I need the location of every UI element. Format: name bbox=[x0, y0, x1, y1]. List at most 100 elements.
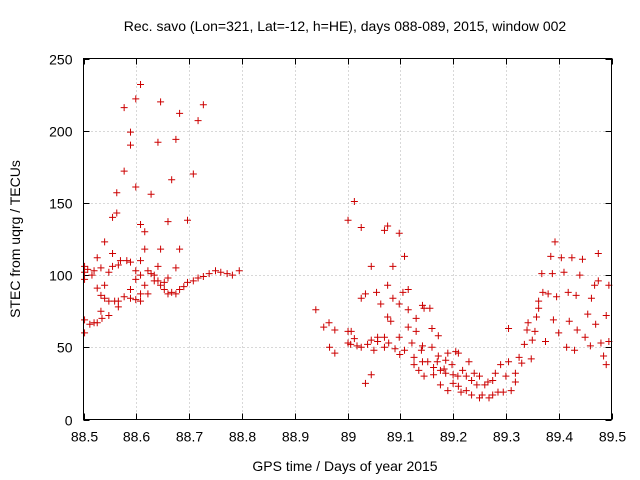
data-point bbox=[367, 371, 375, 379]
data-point bbox=[370, 346, 378, 354]
data-point bbox=[485, 394, 493, 402]
data-point bbox=[357, 343, 365, 351]
data-point bbox=[194, 274, 202, 282]
data-point bbox=[132, 183, 140, 191]
data-point bbox=[126, 258, 134, 266]
data-point bbox=[505, 325, 513, 333]
data-point bbox=[81, 329, 89, 337]
data-point bbox=[101, 294, 109, 302]
data-point bbox=[436, 366, 444, 374]
data-point bbox=[176, 286, 184, 294]
data-point bbox=[476, 372, 483, 380]
data-point bbox=[489, 377, 497, 385]
data-point bbox=[384, 313, 392, 321]
data-point bbox=[144, 290, 152, 298]
data-point bbox=[557, 254, 565, 262]
data-point bbox=[199, 101, 207, 109]
data-point bbox=[454, 382, 462, 390]
data-point bbox=[380, 343, 388, 351]
data-point bbox=[549, 316, 557, 324]
data-point bbox=[442, 369, 450, 377]
x-tick-label: 88.7 bbox=[176, 429, 203, 445]
data-point bbox=[444, 349, 452, 357]
data-point bbox=[555, 329, 563, 337]
data-point bbox=[164, 218, 172, 226]
data-point bbox=[105, 312, 113, 320]
data-point bbox=[137, 271, 145, 279]
data-point bbox=[154, 138, 162, 146]
data-point bbox=[587, 294, 595, 302]
data-point bbox=[312, 306, 320, 314]
data-point bbox=[320, 323, 328, 331]
data-point bbox=[528, 336, 536, 344]
data-point bbox=[404, 323, 412, 331]
data-point bbox=[84, 265, 92, 273]
data-point bbox=[568, 254, 576, 262]
data-point bbox=[572, 291, 580, 299]
x-tick-label: 89.2 bbox=[440, 429, 467, 445]
x-tick-label: 88.8 bbox=[229, 429, 256, 445]
data-point bbox=[520, 340, 528, 348]
data-point bbox=[168, 176, 176, 184]
data-point bbox=[160, 286, 168, 294]
data-point bbox=[457, 388, 465, 396]
data-point bbox=[412, 314, 420, 322]
data-point bbox=[548, 270, 556, 278]
data-point bbox=[93, 319, 101, 327]
data-point bbox=[154, 262, 162, 270]
data-point bbox=[350, 335, 358, 343]
data-point bbox=[484, 378, 492, 386]
data-point bbox=[539, 288, 547, 296]
data-point bbox=[535, 304, 543, 312]
data-point bbox=[184, 216, 192, 224]
chart-title: Rec. savo (Lon=321, Lat=-12, h=HE), days… bbox=[124, 18, 567, 34]
data-point bbox=[544, 290, 552, 298]
data-point bbox=[505, 358, 513, 366]
data-point bbox=[168, 288, 176, 296]
data-point bbox=[491, 369, 499, 377]
data-point bbox=[132, 267, 140, 275]
data-point bbox=[515, 353, 523, 361]
data-point bbox=[404, 286, 412, 294]
data-point bbox=[93, 254, 101, 262]
data-point bbox=[384, 281, 392, 289]
data-point bbox=[154, 277, 162, 285]
data-point bbox=[132, 275, 140, 283]
data-point bbox=[389, 262, 397, 270]
y-tick-label: 0 bbox=[65, 413, 73, 429]
grid-lines bbox=[83, 58, 612, 420]
data-point bbox=[571, 346, 579, 354]
data-point bbox=[385, 339, 393, 347]
data-point bbox=[97, 291, 105, 299]
data-point bbox=[123, 257, 131, 265]
data-point bbox=[126, 286, 134, 294]
data-point bbox=[184, 278, 192, 286]
x-tick-label: 89.3 bbox=[493, 429, 520, 445]
x-tick-label: 89.5 bbox=[599, 429, 626, 445]
data-point bbox=[395, 333, 403, 341]
data-point bbox=[449, 371, 457, 379]
data-point bbox=[470, 369, 478, 377]
data-point bbox=[426, 304, 434, 312]
data-point bbox=[518, 359, 526, 367]
data-point bbox=[499, 388, 507, 396]
data-point bbox=[565, 317, 573, 325]
data-point bbox=[448, 361, 456, 369]
y-tick-label: 50 bbox=[57, 340, 73, 356]
data-point bbox=[144, 267, 152, 275]
data-point bbox=[97, 264, 105, 272]
data-point bbox=[434, 352, 442, 360]
data-point bbox=[401, 252, 409, 260]
data-point bbox=[511, 369, 519, 377]
data-point bbox=[401, 346, 409, 354]
x-tick-label: 89.4 bbox=[546, 429, 573, 445]
data-point bbox=[430, 371, 438, 379]
data-point bbox=[473, 381, 481, 389]
data-point bbox=[533, 313, 541, 321]
data-point bbox=[141, 281, 149, 289]
data-point bbox=[478, 391, 486, 399]
data-point bbox=[81, 316, 89, 324]
data-point bbox=[132, 296, 140, 304]
data-point bbox=[109, 213, 117, 221]
data-point bbox=[578, 255, 586, 263]
